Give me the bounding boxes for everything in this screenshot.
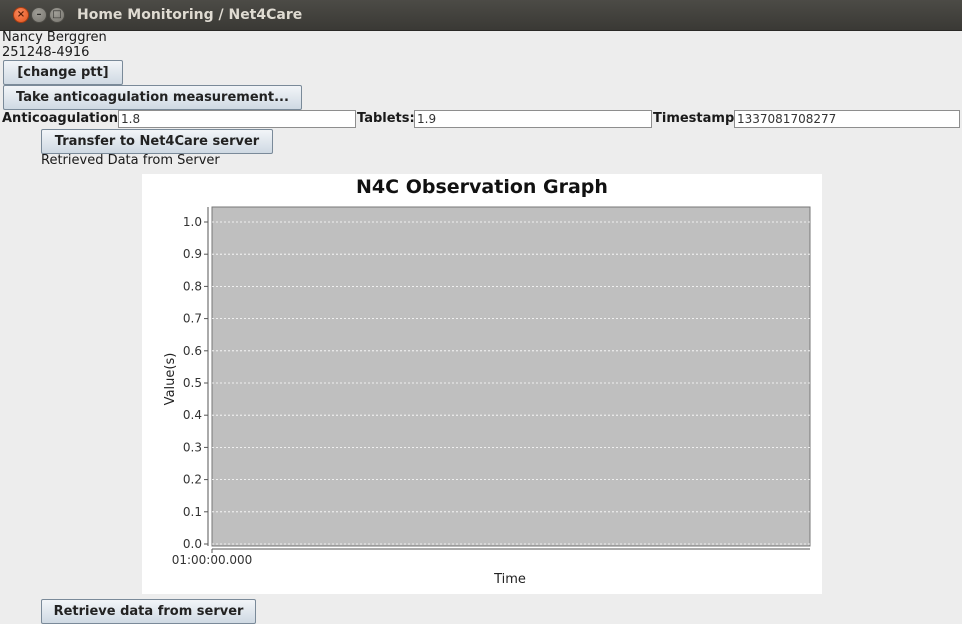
window-titlebar: × – □ Home Monitoring / Net4Care bbox=[0, 0, 962, 31]
y-tick-label: 0.3 bbox=[183, 440, 202, 454]
y-tick-label: 0.4 bbox=[183, 408, 202, 422]
observation-chart: N4C Observation Graph 0.0 0.1 0.2 0.3 0.4 0.5… bbox=[142, 174, 822, 594]
change-ptt-button[interactable]: [change ptt] bbox=[3, 60, 123, 85]
minimize-icon: – bbox=[36, 9, 42, 20]
window-close-button[interactable]: × bbox=[13, 7, 29, 23]
y-tick-label: 0.8 bbox=[183, 279, 202, 293]
transfer-button[interactable]: Transfer to Net4Care server bbox=[41, 129, 273, 154]
window-minimize-button[interactable]: – bbox=[31, 7, 47, 23]
maximize-icon: □ bbox=[52, 9, 62, 20]
patient-name: Nancy Berggren bbox=[2, 30, 107, 45]
x-axis-label: Time bbox=[493, 572, 526, 587]
y-tick-label: 0.7 bbox=[183, 312, 202, 326]
close-icon: × bbox=[16, 9, 26, 20]
anticoagulation-label: Anticoagulation: bbox=[2, 111, 124, 126]
y-tick-label: 0.0 bbox=[183, 537, 202, 551]
take-measurement-button[interactable]: Take anticoagulation measurement... bbox=[3, 85, 302, 110]
window-title: Home Monitoring / Net4Care bbox=[77, 7, 303, 23]
chart-svg: N4C Observation Graph 0.0 0.1 0.2 0.3 0.4 0.5… bbox=[163, 176, 811, 587]
timestamp-field[interactable] bbox=[734, 110, 960, 128]
y-axis-label: Value(s) bbox=[163, 353, 178, 406]
window-maximize-button[interactable]: □ bbox=[49, 7, 65, 23]
y-tick-label: 0.2 bbox=[183, 473, 202, 487]
patient-cpr: 251248-4916 bbox=[2, 45, 90, 60]
tablets-label: Tablets: bbox=[357, 111, 415, 126]
chart-title: N4C Observation Graph bbox=[356, 176, 608, 198]
plot-area bbox=[211, 206, 811, 547]
tablets-field[interactable] bbox=[414, 110, 652, 128]
retrieve-button[interactable]: Retrieve data from server bbox=[41, 599, 256, 624]
timestamp-label: Timestamp: bbox=[653, 111, 740, 126]
x-tick-label: 01:00:00.000 bbox=[172, 553, 253, 567]
y-tick-label: 0.5 bbox=[183, 376, 202, 390]
y-tick-label: 0.6 bbox=[183, 344, 202, 358]
y-tick-label: 1.0 bbox=[183, 215, 202, 229]
y-tick-label: 0.1 bbox=[183, 505, 202, 519]
y-tick-label: 0.9 bbox=[183, 247, 202, 261]
anticoagulation-field[interactable] bbox=[118, 110, 356, 128]
retrieved-status: Retrieved Data from Server bbox=[41, 153, 220, 168]
